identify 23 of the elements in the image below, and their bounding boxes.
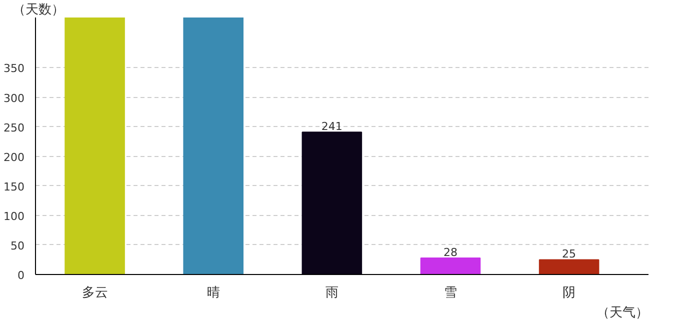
x-tick-label: 阴	[562, 286, 576, 300]
data-label: 241	[321, 120, 342, 134]
data-label: 25	[562, 248, 576, 261]
x-tick-label: 多云	[82, 286, 108, 300]
y-axis-title: （天数）	[12, 2, 64, 18]
x-axis-title: （天气）	[596, 306, 648, 320]
bar	[538, 259, 600, 274]
y-tick-label: 150	[4, 180, 25, 194]
x-tick-label: 雨	[325, 286, 338, 300]
y-tick-label: 0	[18, 269, 24, 282]
data-label: 28	[443, 246, 458, 259]
y-tick-label: 300	[4, 92, 25, 105]
y-tick-label: 100	[4, 210, 25, 223]
bar	[420, 257, 481, 274]
x-tick-label: 晴	[206, 286, 220, 300]
x-tick-label: 雪	[444, 286, 457, 300]
bar	[302, 132, 362, 274]
y-tick-label: 50	[10, 239, 25, 252]
y-tick-label: 350	[4, 62, 25, 76]
bar	[64, 18, 125, 274]
bar	[183, 18, 244, 274]
y-tick-label: 250	[4, 121, 25, 134]
y-tick-label: 200	[4, 150, 25, 164]
